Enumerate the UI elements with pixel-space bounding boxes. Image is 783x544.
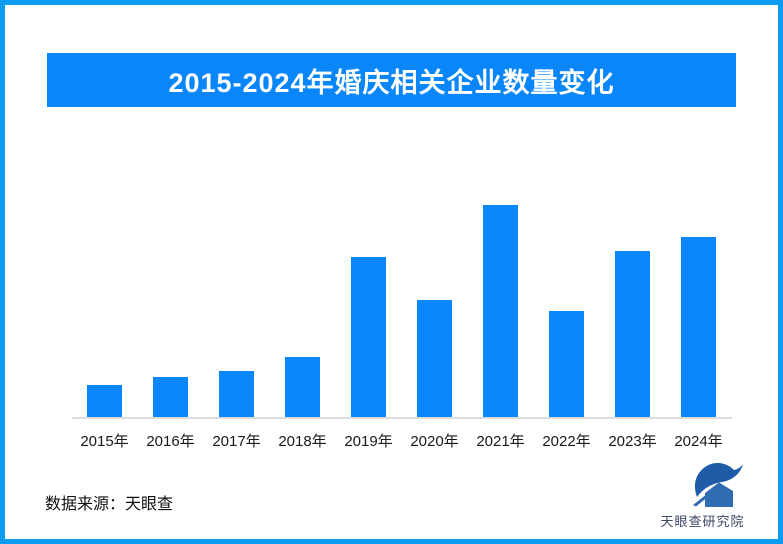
x-tick-label-2017: 2017年 [212, 433, 261, 450]
bar-2017 [219, 371, 254, 417]
x-tick-label-2015: 2015年 [80, 433, 129, 450]
logo-house-path [705, 482, 733, 507]
logo-swoosh-path [694, 462, 743, 497]
bar-2021 [483, 205, 518, 417]
data-source-label: 数据来源：天眼查 [45, 496, 174, 513]
chart-title: 2015-2024年婚庆相关企业数量变化 [168, 67, 615, 98]
bar-2019 [351, 257, 386, 417]
x-axis-line [72, 417, 732, 419]
bar-2023 [615, 251, 650, 417]
tianyancha-logo-icon [693, 462, 743, 507]
x-tick-label-2018: 2018年 [278, 433, 327, 450]
x-tick-label-2022: 2022年 [542, 433, 591, 450]
x-tick-label-2020: 2020年 [410, 433, 459, 450]
bar-chart: 2015年 2016年 2017年 2018年 2019年 2020年 2021年 2022年… [5, 5, 778, 539]
bar-2015 [87, 385, 122, 417]
logo-roofline-path [693, 486, 719, 507]
x-tick-label-2021: 2021年 [476, 433, 525, 450]
bar-2020 [417, 300, 452, 417]
tianyancha-logo-text: 天眼查研究院 [660, 514, 745, 529]
title-banner: 2015-2024年婚庆相关企业数量变化 [47, 53, 736, 107]
tianyancha-logo: 天眼查研究院 [655, 462, 750, 529]
bar-2018 [285, 357, 320, 417]
x-tick-label-2016: 2016年 [146, 433, 195, 450]
x-tick-label-2019: 2019年 [344, 433, 393, 450]
x-tick-label-2023: 2023年 [608, 433, 657, 450]
bar-2016 [153, 377, 188, 417]
bar-2022 [549, 311, 584, 417]
bar-2024 [681, 237, 716, 417]
x-tick-label-2024: 2024年 [674, 433, 723, 450]
